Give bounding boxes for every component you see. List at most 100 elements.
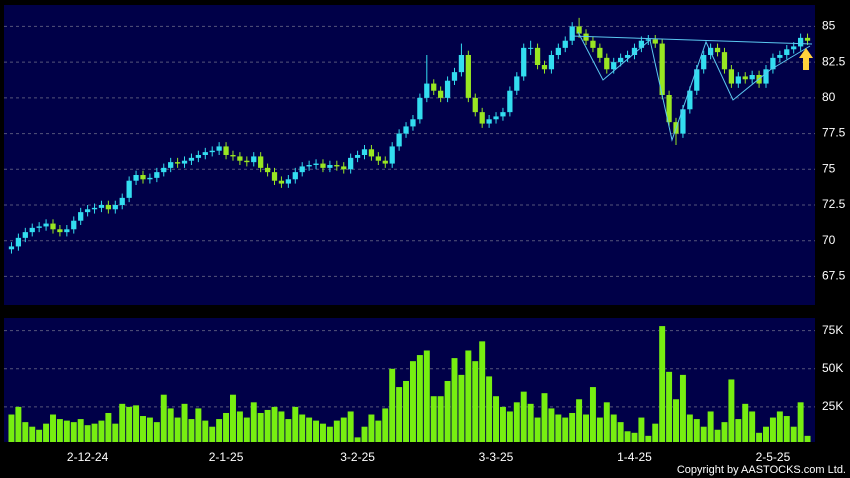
volume-bar — [119, 403, 126, 442]
candle-body — [29, 227, 35, 233]
volume-bar — [583, 414, 589, 442]
candle-body — [216, 146, 222, 151]
volume-bar — [749, 411, 756, 442]
volume-bar — [375, 420, 382, 442]
candle-body — [396, 133, 402, 147]
candle-body — [728, 69, 735, 84]
volume-bar — [437, 396, 444, 442]
volume-panel — [4, 318, 815, 442]
candle-body — [652, 39, 658, 44]
neckline — [570, 35, 813, 45]
candle-body — [507, 90, 513, 113]
candle-body — [195, 155, 201, 158]
candle-body — [638, 40, 645, 48]
volume-bar — [278, 411, 285, 442]
volume-bar — [403, 380, 410, 442]
candle-body — [444, 80, 451, 98]
volume-bar — [264, 409, 271, 442]
volume-bar — [36, 429, 43, 442]
candle-body — [389, 146, 395, 164]
volume-bar — [444, 380, 451, 442]
candle-body — [334, 165, 340, 167]
volume-bar — [617, 422, 624, 442]
y-tick-label: 25K — [822, 399, 843, 413]
candle-body — [714, 47, 721, 53]
candle-body — [548, 55, 555, 70]
volume-bar — [804, 435, 811, 442]
volume-bar — [299, 414, 306, 442]
volume-bar — [520, 391, 527, 442]
candle-body — [306, 165, 312, 167]
volume-bar — [396, 387, 403, 442]
y-tick-label: 75 — [822, 161, 836, 175]
y-tick-label: 67.5 — [822, 269, 846, 283]
candle-body — [431, 83, 437, 91]
volume-bar — [479, 341, 486, 442]
volume-bar — [797, 402, 804, 442]
volume-bar — [153, 422, 160, 442]
candle-body — [15, 237, 22, 247]
candle-body — [611, 62, 617, 70]
candle-body — [465, 55, 471, 98]
x-tick-label: 2-12-24 — [67, 450, 109, 464]
candle-body — [43, 223, 49, 227]
candle-body — [230, 155, 236, 157]
candle-body — [8, 246, 15, 250]
volume-bar — [202, 420, 209, 442]
candle-body — [320, 163, 326, 168]
trend-lines — [570, 31, 813, 142]
pattern-line — [577, 31, 811, 142]
candle-body — [368, 149, 375, 157]
candle-body — [174, 162, 181, 164]
volume-bar — [486, 376, 493, 442]
candle-body — [57, 229, 63, 233]
candle-body — [742, 76, 748, 80]
volume-bar — [167, 408, 174, 442]
candle-body — [777, 55, 783, 58]
volume-bar — [527, 403, 534, 442]
volume-bar — [631, 432, 638, 442]
candle-body — [223, 146, 229, 155]
volume-bar — [534, 417, 541, 442]
volume-bar — [306, 417, 313, 442]
candle-body — [410, 119, 416, 127]
volume-bar — [257, 412, 264, 442]
candle-body — [590, 40, 596, 48]
volume-bar — [728, 379, 735, 442]
candle-body — [562, 40, 568, 48]
candle-body — [181, 160, 188, 164]
x-tick-label: 2-5-25 — [756, 450, 791, 464]
volume-bar — [451, 358, 458, 442]
volume-bar — [555, 414, 562, 442]
candle-body — [618, 57, 624, 63]
candle-body — [91, 207, 98, 210]
y-tick-label: 85 — [822, 19, 836, 33]
candle-body — [105, 205, 112, 210]
volume-bar — [56, 419, 63, 442]
volume-bar — [430, 396, 437, 442]
candle-body — [271, 172, 278, 181]
candle-body — [112, 205, 118, 210]
volume-bar — [112, 423, 119, 442]
volume-bar — [562, 417, 569, 442]
volume-bar — [15, 406, 22, 442]
volume-bar — [160, 394, 167, 442]
candle-body — [258, 156, 264, 168]
volume-bar — [783, 416, 790, 442]
volume-bar — [700, 426, 707, 442]
candle-body — [631, 47, 638, 55]
volume-bar — [223, 412, 230, 442]
volume-bar — [22, 422, 29, 442]
candle-body — [472, 97, 478, 113]
volume-bar — [569, 412, 576, 442]
candle-body — [555, 47, 561, 55]
volume-bar — [8, 414, 15, 442]
volume-bar — [472, 361, 479, 442]
candle-body — [597, 47, 603, 58]
candle-body — [348, 157, 354, 170]
candle-body — [576, 26, 582, 34]
candle-body — [354, 155, 361, 158]
candle-body — [299, 166, 305, 173]
candle-body — [659, 43, 665, 95]
